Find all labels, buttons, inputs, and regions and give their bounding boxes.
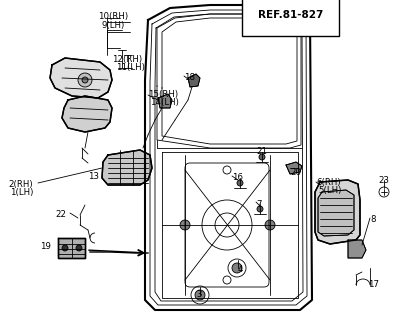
Text: 8: 8 [370,215,375,224]
Text: REF.81-827: REF.81-827 [258,10,323,20]
Text: 18: 18 [184,73,195,82]
Text: 21: 21 [256,147,267,156]
Text: 23: 23 [378,176,389,185]
Text: 19: 19 [40,242,51,251]
Text: 4: 4 [238,265,244,274]
Polygon shape [50,58,112,98]
Circle shape [82,77,88,83]
Text: 20: 20 [290,168,301,177]
Polygon shape [315,180,360,244]
Circle shape [78,73,92,87]
Polygon shape [158,94,172,108]
Circle shape [257,206,263,212]
Circle shape [237,180,243,186]
Polygon shape [58,238,85,258]
Text: 7: 7 [256,200,261,209]
Circle shape [62,245,68,251]
Circle shape [76,245,82,251]
Polygon shape [188,74,200,87]
Text: 15(RH): 15(RH) [148,90,178,99]
Text: 6(RH): 6(RH) [316,178,341,187]
Text: 9(LH): 9(LH) [101,21,124,30]
Circle shape [232,263,242,273]
Circle shape [265,220,275,230]
Circle shape [180,220,190,230]
Text: 11(LH): 11(LH) [116,63,145,72]
Circle shape [379,187,389,197]
Polygon shape [318,190,354,236]
Polygon shape [102,150,152,185]
Text: 2(RH): 2(RH) [8,180,33,189]
Text: 12(RH): 12(RH) [112,55,142,64]
Text: 10(RH): 10(RH) [98,12,128,21]
Circle shape [223,166,231,174]
Text: 14(LH): 14(LH) [150,98,179,107]
Text: 16: 16 [232,173,243,182]
Text: 17: 17 [368,280,379,289]
Text: 13: 13 [88,172,99,181]
Polygon shape [348,240,366,258]
Text: 1(LH): 1(LH) [10,188,34,197]
Polygon shape [286,162,302,174]
Circle shape [195,290,205,300]
Polygon shape [62,96,112,132]
Text: 3: 3 [196,290,202,299]
Circle shape [223,276,231,284]
Text: 5(LH): 5(LH) [318,186,341,195]
Circle shape [259,154,265,160]
Text: 22: 22 [55,210,66,219]
